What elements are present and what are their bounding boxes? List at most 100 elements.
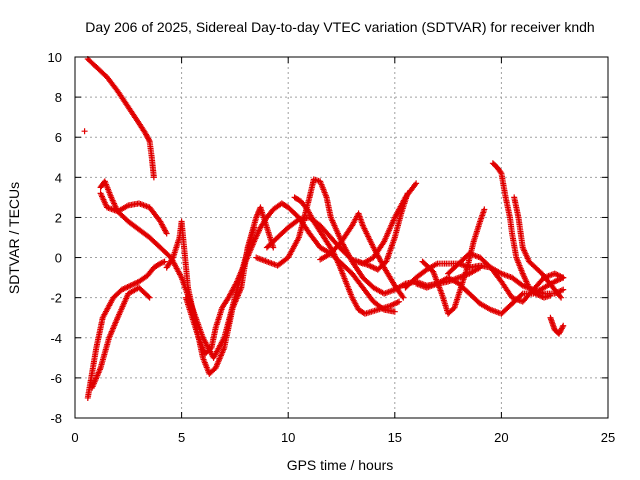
data-points-arc19-seg-0: [511, 194, 522, 219]
data-points-arc17-seg-4: [487, 264, 504, 284]
data-points-arc8-seg-2: [195, 334, 208, 356]
data-points-arc10-seg-5: [317, 222, 333, 240]
data-points-arc7-seg-0: [163, 255, 176, 271]
y-tick-label: 8: [55, 90, 62, 105]
data-points-arc10-seg-11: [381, 216, 398, 245]
data-points-arc7-seg-9: [221, 306, 236, 351]
data-points-arc1-seg-3: [114, 88, 131, 109]
data-points-arc8-seg-12: [263, 207, 276, 221]
data-points-arc11-seg-4: [317, 228, 329, 244]
data-points-arc19-seg-4: [532, 264, 544, 276]
data-points-arc11-seg-2: [304, 206, 316, 223]
data-points-arc6-seg-3: [114, 292, 131, 321]
data-points-arc9-seg-13: [370, 284, 386, 296]
data-points-arc5-seg-2: [99, 296, 116, 321]
data-points-arc9-seg-2: [274, 255, 290, 269]
data-points-arc15-seg-3: [445, 305, 457, 317]
data-points-arc16-seg-4: [455, 280, 472, 296]
data-points-arc3-seg-4: [125, 218, 141, 232]
data-points-arc19-seg-7: [551, 286, 565, 301]
data-points-arc8-seg-22: [359, 284, 376, 304]
data-points-arc8-seg-14: [278, 200, 290, 210]
data-points-arc12-seg-1: [327, 239, 344, 257]
data-points-arc1-seg-8: [148, 154, 157, 181]
data-points-arc9-seg-5: [306, 177, 317, 201]
data-points-arc15-seg-7: [470, 220, 483, 245]
data-points-arc17-seg-5: [498, 278, 515, 300]
data-points-arc15-seg-0: [419, 258, 435, 274]
data-points-arc5-seg-6: [135, 273, 150, 285]
x-tick-label: 10: [281, 430, 295, 445]
data-points-arc3-seg-5: [135, 226, 152, 240]
data-points-arc18-seg-6: [513, 254, 526, 275]
data-points-arc1-seg-0: [84, 56, 99, 69]
data-points-arc12-seg-8: [391, 282, 407, 301]
data-points-arc13-seg-5: [398, 190, 411, 217]
y-tick-label: -4: [50, 331, 62, 346]
data-points: [81, 56, 567, 401]
y-tick-label: 4: [55, 170, 62, 185]
data-points-arc10-seg-1: [274, 225, 291, 241]
data-points-arc20-seg-2: [555, 322, 567, 337]
data-points-arc5-seg-9: [157, 258, 168, 267]
x-axis-tick-labels: 0 5 10 15 20 25: [71, 430, 615, 445]
data-points-arc8-seg-9: [242, 240, 257, 265]
data-points-arc7-seg-8: [212, 346, 227, 371]
data-points-arc6-seg-0: [89, 366, 103, 391]
data-points-arc1-seg-6: [142, 130, 152, 143]
y-tick-label: 0: [55, 251, 62, 266]
data-points-arc8-seg-7: [225, 280, 240, 301]
y-tick-label: 10: [48, 50, 62, 65]
data-points-arc11-seg-9: [349, 294, 361, 312]
data-points-arc7-seg-3: [178, 218, 191, 289]
data-points-arc11-seg-8: [342, 278, 355, 300]
x-tick-label: 5: [178, 430, 185, 445]
data-points-arc3-seg-12: [210, 336, 227, 361]
y-tick-label: -2: [50, 291, 62, 306]
data-points-arc11-seg-1: [297, 198, 310, 212]
data-points-arc13-seg-4: [391, 212, 404, 241]
data-points-arc3-seg-6: [146, 234, 163, 250]
data-points-arc12-seg-7: [381, 264, 397, 288]
data-points-arc10-seg-2: [285, 217, 301, 231]
data-points-arc5-seg-5: [127, 279, 141, 289]
data-points-arc1-seg-5: [135, 120, 148, 135]
data-points-arc1-seg-1: [93, 64, 109, 79]
data-points-arc5-seg-8: [150, 261, 163, 271]
x-tick-label: 0: [71, 430, 78, 445]
y-tick-label: 6: [55, 130, 62, 145]
data-points-arc8-seg-0: [182, 294, 195, 320]
data-points-arc8-seg-15: [285, 204, 301, 220]
data-points-arc18-seg-8: [526, 284, 538, 296]
data-points-arc18-seg-5: [509, 230, 520, 259]
data-points-arc3-seg-1: [101, 178, 114, 199]
data-points-arc14-seg-1: [413, 267, 429, 281]
data-points-arc5-seg-3: [110, 287, 124, 301]
y-axis-label: SDTVAR / TECUs: [6, 182, 22, 294]
data-points-arc18-seg-9: [532, 290, 546, 300]
chart-title: Day 206 of 2025, Sidereal Day-to-day VTE…: [85, 19, 594, 35]
data-points-arc8-seg-21: [349, 270, 365, 290]
x-tick-label: 20: [494, 430, 508, 445]
data-points-arc18-seg-10: [541, 292, 554, 301]
x-axis-label: GPS time / hours: [287, 457, 394, 473]
data-points-arc8-seg-8: [234, 260, 248, 285]
data-points-arc4-seg-5: [146, 204, 163, 224]
data-points-arc8-seg-11: [257, 215, 269, 231]
data-points-arc17-seg-3: [477, 254, 493, 270]
data-points-arc6-seg-5: [135, 284, 153, 301]
data-points-arc11-seg-3: [310, 218, 323, 234]
y-tick-label: 2: [55, 210, 62, 225]
data-points-arc1-seg-2: [103, 74, 120, 93]
data-points-arc4-seg-6: [157, 218, 170, 237]
data-points-arc15-seg-2: [438, 290, 451, 316]
data-points-arc18-seg-7: [519, 270, 532, 290]
data-points-arc8-seg-1: [189, 314, 202, 340]
data-points-arc15-seg-4: [451, 286, 464, 311]
data-points-arc16-seg-3: [445, 274, 461, 286]
data-points-arc16-seg-2: [434, 275, 450, 287]
data-points-arc5-seg-4: [118, 283, 133, 293]
data-points-arc3-seg-7: [157, 244, 173, 260]
data-points-arc4-seg-2: [114, 203, 130, 215]
data-points-arc12-seg-0: [317, 251, 333, 263]
